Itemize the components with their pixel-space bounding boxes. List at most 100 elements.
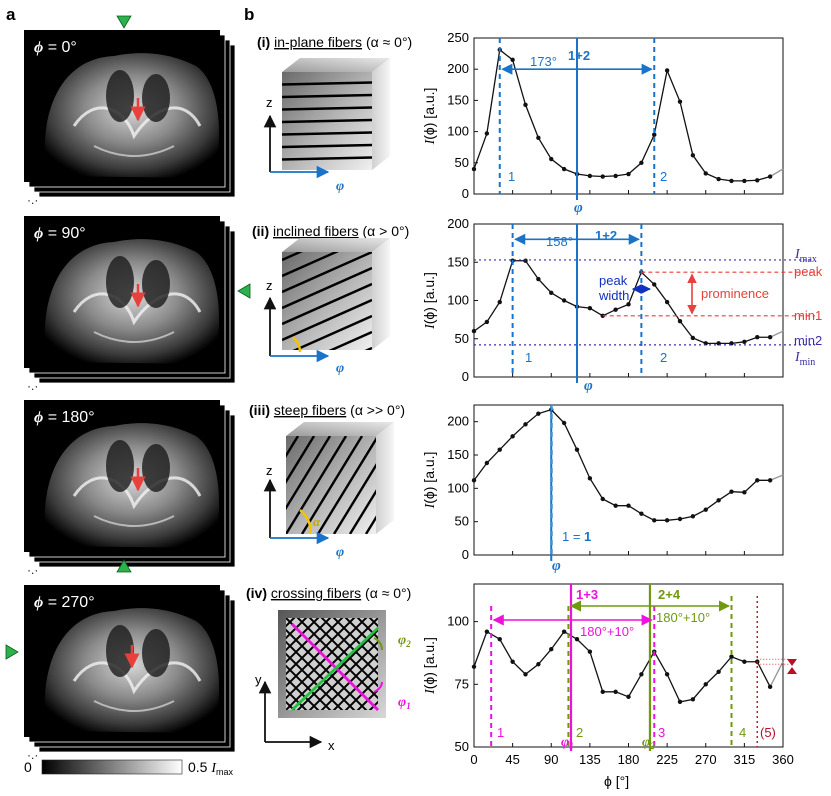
data-point — [510, 57, 515, 63]
data-point — [561, 298, 567, 303]
data-point — [652, 518, 657, 523]
brain-white-matter — [72, 476, 202, 510]
cube-top — [282, 238, 390, 252]
fiber — [332, 664, 378, 710]
data-point — [639, 511, 644, 516]
chart-1: 0 50 100 150 200 250 I(ϕ) [a.u.] — [421, 30, 784, 201]
c2-min1-label: min1 — [794, 308, 822, 323]
data-point — [536, 662, 541, 667]
c2-prominence-label: prominence — [701, 286, 769, 301]
svg-text:(iii) steep fibers (α >> 0°): (iii) steep fibers (α >> 0°) — [249, 402, 405, 418]
data-point — [729, 489, 734, 494]
data-point — [664, 672, 670, 677]
data-point — [742, 339, 747, 345]
x-tick-label: 45 — [505, 752, 519, 767]
data-point — [471, 328, 477, 334]
data-point — [626, 302, 631, 307]
y-tick-label: 50 — [455, 514, 469, 529]
c1-peak2-label: 2 — [660, 169, 667, 184]
data-point — [497, 636, 502, 642]
series-continuation — [769, 330, 784, 338]
fiber-lines — [282, 252, 372, 350]
series-continuation — [769, 661, 784, 688]
data-point — [767, 684, 773, 690]
data-point — [613, 173, 618, 179]
y-tick-label: 0 — [462, 547, 469, 562]
brain-white-matter — [72, 661, 202, 695]
y-tick-label: 150 — [447, 447, 469, 462]
brain-ventricle — [106, 70, 134, 122]
c4-peak2-label: 2 — [576, 725, 583, 740]
data-point — [561, 420, 567, 426]
fiber — [282, 252, 372, 294]
cube-axes — [258, 680, 323, 749]
fiber — [356, 618, 378, 640]
data-point — [536, 135, 541, 141]
brain-stack-0: ·.· ϕ = 0° — [24, 15, 236, 207]
fiber — [282, 131, 372, 136]
x-tick-label: 315 — [734, 752, 756, 767]
brain-stack-3: ·.· ϕ = 270° — [5, 585, 236, 762]
fiber — [316, 436, 376, 534]
c1-peak1-label: 1 — [508, 169, 515, 184]
brain-ventricle — [142, 444, 170, 492]
y-tick-label: 250 — [447, 30, 469, 45]
brain-fiber-tract — [93, 331, 175, 343]
c2-peakwidth-label-1: peak — [599, 273, 628, 288]
cube-top — [286, 422, 394, 436]
cross-y-label: y — [255, 672, 262, 687]
brain-stack-1: ·.· ϕ = 90° — [24, 216, 251, 393]
c2-peakwidth-label-2: width — [598, 288, 629, 303]
data-point — [484, 629, 490, 634]
cube-side — [372, 238, 390, 350]
data-point — [484, 131, 490, 136]
data-point — [767, 478, 773, 483]
data-point — [574, 636, 580, 642]
data-point — [690, 514, 696, 519]
c2-phi-label: φ — [584, 378, 593, 394]
cube-top — [282, 58, 390, 72]
y-tick-label: 0 — [462, 369, 469, 384]
fiber — [282, 106, 372, 111]
brain-ventricle — [106, 440, 134, 492]
c3-center-label: 1 = 1 — [562, 529, 591, 544]
fiber — [332, 618, 378, 664]
data-point — [690, 697, 696, 702]
fiber — [282, 252, 339, 278]
data-point — [626, 171, 631, 177]
y-tick-label: 150 — [447, 254, 469, 269]
green-marker-icon — [116, 559, 132, 573]
data-point — [729, 178, 734, 184]
fiber — [282, 143, 372, 149]
data-point — [664, 518, 670, 523]
x-tick-label: 225 — [656, 752, 678, 767]
fiber — [286, 436, 300, 458]
cross-phi1-label: φ1 — [398, 695, 411, 711]
colorbar: 0 0.5 Imax — [24, 759, 234, 777]
angle-label: ϕ = 180° — [34, 409, 95, 426]
series-line — [473, 408, 771, 521]
c2-imin-label: Imin — [794, 350, 815, 368]
data-point — [523, 258, 528, 263]
cube-side — [376, 422, 394, 534]
c4-l24-label: 2+4 — [658, 587, 681, 602]
fiber — [282, 298, 372, 342]
data-point — [600, 689, 605, 695]
y-tick-label: 50 — [455, 739, 469, 754]
data-point — [639, 672, 644, 677]
y-tick-label: 75 — [455, 676, 469, 691]
brain-fiber-tract — [93, 515, 175, 527]
fiber — [282, 266, 372, 310]
stack-dots: ·.· — [27, 563, 38, 577]
fiber — [292, 314, 372, 350]
data-point — [523, 672, 528, 677]
y-axis-label: I(ϕ) [a.u.] — [421, 88, 438, 146]
svg-text:(iv) crossing fibers (α ≈ 0°): (iv) crossing fibers (α ≈ 0°) — [246, 585, 411, 601]
colorbar-gradient — [41, 759, 183, 775]
data-point — [561, 629, 567, 634]
y-tick-label: 50 — [455, 331, 469, 346]
data-point — [716, 498, 721, 503]
fiber-cube-2 — [282, 238, 390, 350]
fiber — [286, 436, 332, 511]
x-tick-label: 180 — [618, 752, 640, 767]
